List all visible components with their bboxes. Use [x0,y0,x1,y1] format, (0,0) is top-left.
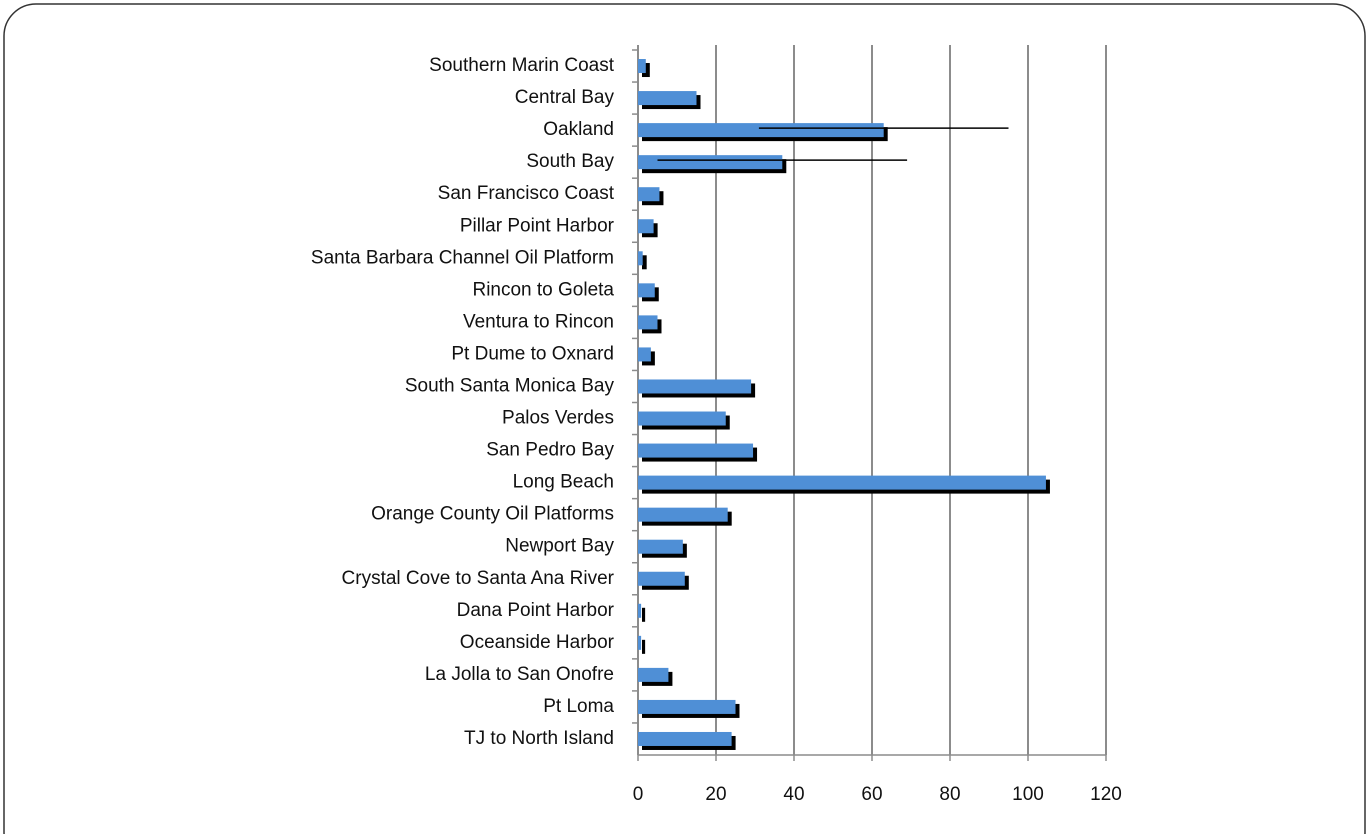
y-tick-label: Rincon to Goleta [472,279,614,300]
bar [638,123,884,138]
y-tick-label: Long Beach [513,472,614,493]
bar [638,251,643,266]
bar [638,187,660,202]
y-tick-label: Pt Dume to Oxnard [451,343,614,364]
y-tick-label: South Santa Monica Bay [405,375,615,396]
bar [638,571,685,586]
bar [638,315,658,330]
y-tick-label: Ventura to Rincon [463,311,614,332]
y-tick-label: TJ to North Island [464,728,614,749]
bar [638,59,646,74]
y-tick-label: Palos Verdes [502,408,614,429]
bar [638,731,732,746]
bar [638,379,752,394]
y-tick-label: Crystal Cove to Santa Ana River [342,568,615,589]
y-tick-label: Oakland [543,119,614,140]
x-tick-label: 0 [633,784,644,805]
x-tick-label: 20 [705,784,726,805]
bar [638,635,642,650]
x-tick-label: 120 [1090,784,1122,805]
bar [638,443,754,458]
y-tick-label: Dana Point Harbor [457,600,615,621]
y-tick-label: South Bay [526,151,614,172]
y-tick-label: Pillar Point Harbor [460,215,615,236]
y-tick-label: Santa Barbara Channel Oil Platform [311,247,614,268]
bar-shadow [642,255,647,270]
bar [638,507,728,522]
y-tick-label: San Francisco Coast [438,183,615,204]
bar [638,603,642,618]
y-tick-label: Newport Bay [505,536,614,557]
x-tick-label: 40 [783,784,804,805]
bar [638,219,654,234]
bar-shadow [642,639,646,654]
x-tick-label: 100 [1012,784,1044,805]
bar-shadow [642,607,646,622]
bar-shadow [642,63,650,78]
bar [638,411,726,426]
y-tick-label: Southern Marin Coast [429,55,615,76]
y-tick-label: Orange County Oil Platforms [371,504,614,525]
bar [638,155,783,170]
frame [3,3,1366,834]
bar [638,667,669,682]
bar [638,699,736,714]
y-tick-label: La Jolla to San Onofre [425,664,614,685]
bar [638,475,1046,490]
bar [638,91,697,106]
y-tick-label: Oceanside Harbor [460,632,615,653]
y-tick-label: Pt Loma [543,696,614,717]
x-tick-label: 60 [861,784,882,805]
x-tick-label: 80 [939,784,960,805]
y-tick-label: Central Bay [515,87,615,108]
bar [638,347,651,362]
bar [638,539,683,554]
y-tick-label: San Pedro Bay [486,440,614,461]
bar [638,283,655,298]
